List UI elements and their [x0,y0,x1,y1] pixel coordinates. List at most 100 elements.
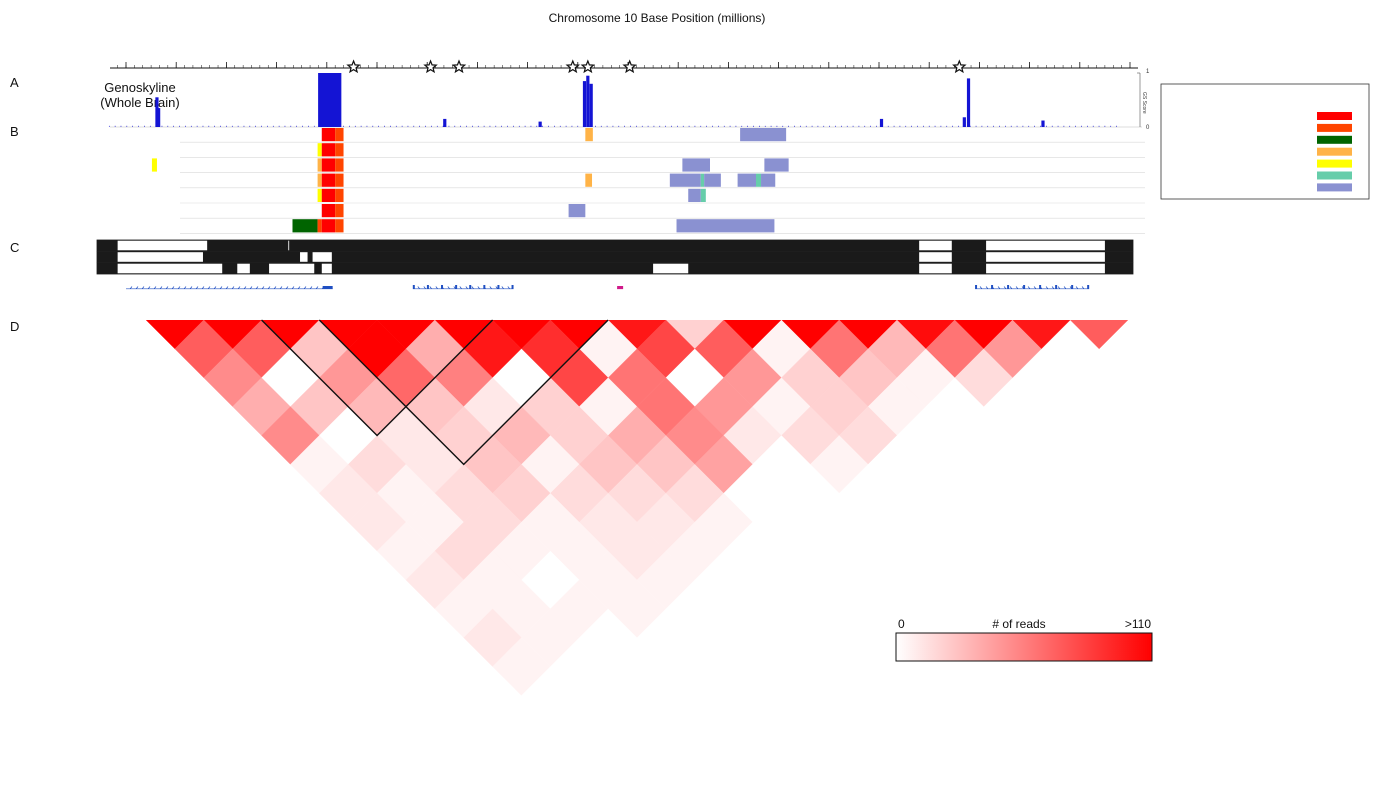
haplotype-frame [96,239,1134,252]
haplotype-block [919,240,952,251]
gene-exon [483,285,486,293]
haplotype-block [288,240,290,251]
ld-top-mask [106,289,1206,320]
haplotype-block [300,252,308,262]
chromatin-segment [317,173,322,187]
haplotype-frame [96,262,1134,275]
color-scale-bar [895,632,1153,662]
chromatin-segment [317,188,322,202]
snp-star-icon [451,59,467,74]
legend-swatch [1317,147,1352,156]
chromatin-segment [585,128,593,142]
haplotype-block [117,263,223,274]
gs-score-max: 1 [1146,69,1150,75]
chromatin-segment [669,173,701,187]
chromatin-segment [700,188,706,202]
gs-score-label: GS Score [1141,92,1147,114]
haplotype-bar [97,263,1133,274]
legend-swatch [1317,171,1352,180]
chromatin-segment [585,173,593,187]
chromatin-segment [682,158,710,172]
chromatin-segment [335,173,344,187]
gene-exon [1039,285,1042,293]
genoskyline-title: Genoskyline [104,80,176,95]
genoskyline-peak [538,121,542,127]
gene-exon [497,285,500,293]
gene-track [126,285,1090,293]
chromatin-segment [321,204,336,218]
gene-exon [975,285,978,293]
legend-swatch [1317,135,1352,144]
chromatin-segment [700,173,705,187]
ld-block-outline [318,319,609,466]
haplotype-block [237,263,250,274]
haplotype-bar [97,240,1133,251]
genoskyline-peak [157,108,161,127]
gene-exon [455,285,458,293]
chromatin-segment [151,158,157,172]
legend-swatch [1317,159,1352,168]
chromatin-segment [737,173,757,187]
snp-star-icon [952,59,967,74]
legend-swatch [1317,123,1352,132]
chromatin-segment [335,188,344,202]
gene-exon [322,286,333,292]
chromatin-segment [321,158,336,172]
chromatin-segment [335,158,344,172]
genoskyline-subtitle: (Whole Brain) [100,95,179,110]
chromatin-state-tracks [151,128,1145,234]
color-scale: 0 # of reads >110 [895,617,1153,662]
chromatin-segment [756,173,762,187]
haplotype-bar [97,251,1133,263]
gene-exon [1071,285,1074,293]
chromatin-segment [317,143,322,157]
gene-exon [426,285,429,293]
snp-star-icon [423,59,438,74]
haplotype-block [117,252,203,262]
snp-star-icon [565,59,581,74]
gene-exon [1087,285,1090,293]
genomic-axis [110,62,1138,69]
chromatin-segment [335,143,344,157]
snp-star-icon [580,59,596,74]
chromatin-segment [335,219,344,233]
genoskyline-peak [318,73,342,127]
panel-label-c: C [10,240,19,255]
gene-exon [441,285,444,293]
haplotype-block [919,263,952,274]
color-scale-max: >110 [1125,617,1151,631]
legend-swatch [1317,183,1352,192]
genoskyline-peak [966,78,971,127]
haplotype-block [986,252,1105,262]
snp-star-icon [622,59,637,74]
chromatin-segment [335,204,344,218]
chromatin-segment [335,128,344,142]
genoskyline-peak [1041,120,1045,127]
chromatin-segment [292,219,318,233]
gene-exon [1007,285,1010,293]
haplotype-block [312,252,332,262]
haplotype-block [919,252,952,262]
haplotype-frame [96,251,1134,263]
genoskyline-peak [155,97,159,127]
ld-block-outline [261,319,494,437]
chromatin-segment [321,128,336,142]
chromatin-legend [1160,83,1370,200]
gs-score-min: 0 [1146,125,1150,131]
snp-markers [346,59,967,74]
haplotype-block [986,240,1105,251]
genoskyline-peak [962,117,966,127]
genoskyline-peak [879,118,884,127]
haplotype-block [986,263,1105,274]
gene-exon [511,285,514,293]
haplotype-block [269,263,315,274]
panel-label-b: B [10,124,19,139]
chromatin-segment [688,188,701,202]
color-scale-title: # of reads [992,617,1045,631]
gene-exon [469,285,472,293]
snp-star-icon [346,59,361,74]
legend-swatch [1317,112,1352,120]
chromatin-segment [764,158,789,172]
chromatin-segment [568,204,586,218]
